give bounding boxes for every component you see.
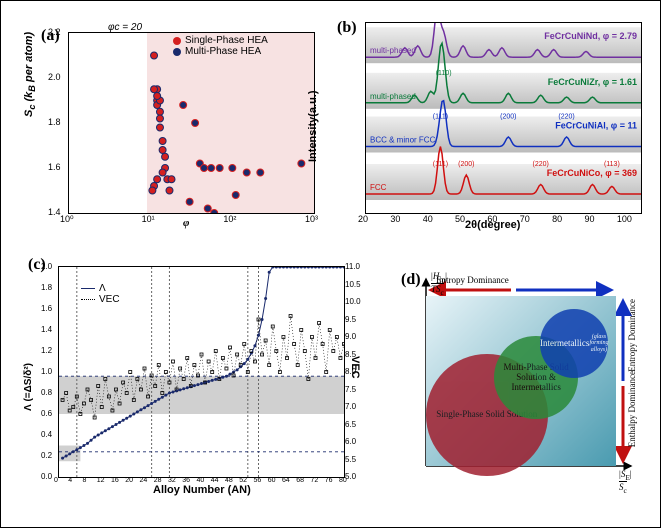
right-top-label: Enthalpy Dominance xyxy=(627,371,637,447)
dot-icon xyxy=(173,37,181,45)
line-icon xyxy=(81,299,95,300)
svg-text:(200): (200) xyxy=(500,114,516,121)
panel-c-legend: Λ VEC xyxy=(81,283,120,305)
svg-text:FeCrCuNiNd, φ = 2.79: FeCrCuNiNd, φ = 2.79 xyxy=(544,31,637,41)
svg-text:FeCrCuNiCo, φ = 369: FeCrCuNiCo, φ = 369 xyxy=(547,168,637,178)
svg-text:multi-phased: multi-phased xyxy=(370,92,416,101)
panel-a-xlabel: φ xyxy=(183,217,189,229)
svg-text:(111): (111) xyxy=(433,161,448,168)
panel-c-ylabel-left: Λ (=ΔS/δ²) xyxy=(23,363,34,411)
panel-c-xlabel: Alloy Number (AN) xyxy=(153,484,251,496)
line-icon xyxy=(81,288,95,289)
panel-c-plot: Λ VEC xyxy=(58,266,345,478)
legend-multi: Multi-Phase HEA xyxy=(173,46,268,57)
panel-c: (c) Λ VEC Λ (=ΔS/δ²) VEC Alloy Number (A… xyxy=(23,256,373,511)
phase-circle: Intermetallics(glass forming alloys) xyxy=(540,309,608,377)
figure-container: (a) φc = 20 Single-Phase HEA Multi-Phase… xyxy=(0,0,661,528)
panel-b-ylabel: Intensity(a.u.) xyxy=(307,90,319,162)
svg-text:(113): (113) xyxy=(604,161,620,168)
svg-text:(111): (111) xyxy=(433,114,448,121)
svg-text:(220): (220) xyxy=(533,161,549,168)
panel-d-diagram: Single-Phase Solid SolutionMulti-Phase S… xyxy=(426,296,616,466)
panel-a-ylabel: Sc (kB per atom) xyxy=(23,32,37,117)
panel-b-svg: FeCrCuNiNd, φ = 2.79 multi-phased FeCrCuNi… xyxy=(366,23,641,213)
panel-a: (a) φc = 20 Single-Phase HEA Multi-Phase… xyxy=(23,17,323,242)
panel-d: (d) Single-Phase Solid SolutionMulti-Pha… xyxy=(401,271,641,491)
top-left-label: Entropy Dominance xyxy=(436,275,509,285)
panel-a-legend: Single-Phase HEA Multi-Phase HEA xyxy=(173,35,268,57)
svg-text:BCC & minor FCC: BCC & minor FCC xyxy=(370,136,436,145)
panel-a-phi-c: φc = 20 xyxy=(108,22,142,33)
legend-lambda: Λ xyxy=(81,283,120,294)
svg-text:FeCrCuNiAl, φ = 11: FeCrCuNiAl, φ = 11 xyxy=(555,121,637,131)
x-axis-label: |SE| Sc xyxy=(619,469,632,495)
dot-icon xyxy=(173,48,181,56)
svg-text:(200): (200) xyxy=(458,161,474,168)
legend-single: Single-Phase HEA xyxy=(173,35,268,46)
svg-text:FCC: FCC xyxy=(370,183,387,192)
legend-vec: VEC xyxy=(81,294,120,305)
svg-text:(110): (110) xyxy=(436,70,452,77)
svg-text:(220): (220) xyxy=(558,114,574,121)
svg-text:multi-phased: multi-phased xyxy=(370,46,416,55)
panel-b-plot: FeCrCuNiNd, φ = 2.79 multi-phased FeCrCuNi… xyxy=(365,22,642,214)
panel-b-label: (b) xyxy=(337,19,357,37)
svg-text:FeCrCuNiZr, φ = 1.61: FeCrCuNiZr, φ = 1.61 xyxy=(548,77,637,87)
panel-a-svg xyxy=(69,33,314,213)
right-bot-label: Entropy Dominance xyxy=(627,299,637,372)
panel-b: (b) FeCrCuNiNd, φ = 2.79multi-phasedFeCr… xyxy=(335,17,645,242)
panel-a-plot xyxy=(68,32,315,214)
